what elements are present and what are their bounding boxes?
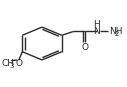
Text: O: O bbox=[16, 59, 23, 68]
Text: 3: 3 bbox=[10, 63, 14, 69]
Text: NH: NH bbox=[110, 27, 123, 36]
Text: H: H bbox=[93, 20, 100, 29]
Text: CH: CH bbox=[1, 59, 14, 68]
Text: N: N bbox=[93, 27, 100, 36]
Text: 2: 2 bbox=[115, 31, 119, 37]
Text: O: O bbox=[81, 43, 88, 52]
